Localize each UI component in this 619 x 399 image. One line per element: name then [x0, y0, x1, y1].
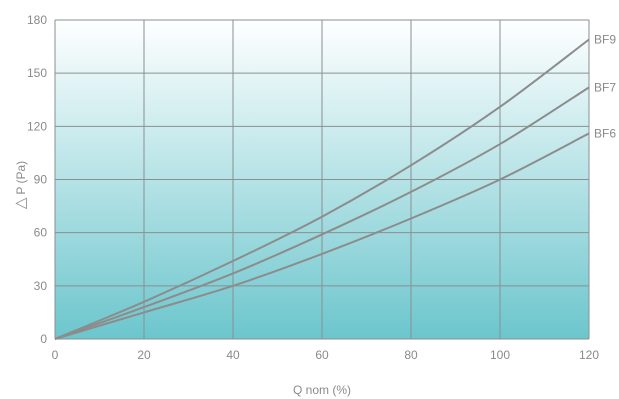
- y-tick-label: 90: [34, 173, 48, 187]
- svg-text:△P (Pa): △ P (Pa): [12, 161, 29, 209]
- series-line-bf7: [54, 86, 590, 340]
- x-tick-label: 0: [52, 348, 59, 362]
- x-tick-label: 20: [137, 348, 151, 362]
- y-tick-label: 180: [27, 13, 47, 27]
- x-tick-label: 80: [404, 348, 418, 362]
- series-line-bf6: [54, 132, 590, 340]
- y-axis-title-text: P (Pa): [14, 161, 28, 195]
- y-tick-label: 0: [40, 332, 47, 346]
- x-tick-labels: 0 20 40 60 80 100 120: [52, 348, 600, 362]
- y-tick-label: 60: [34, 226, 48, 240]
- y-tick-label: 150: [27, 66, 47, 80]
- series-label-bf9: BF9: [594, 32, 616, 46]
- x-tick-label: 120: [579, 348, 599, 362]
- y-axis-title: △ P (Pa): [12, 161, 29, 209]
- x-axis-title: Q nom (%): [293, 383, 351, 397]
- x-tick-label: 40: [226, 348, 240, 362]
- series-lines: [54, 38, 590, 340]
- series-line-bf9: [54, 38, 590, 340]
- y-tick-labels: 0 30 60 90 120 150 180: [27, 13, 47, 346]
- y-tick-label: 120: [27, 119, 47, 133]
- y-tick-label: 30: [34, 279, 48, 293]
- series-label-bf7: BF7: [594, 80, 616, 94]
- series-label-bf6: BF6: [594, 126, 616, 140]
- x-tick-label: 100: [490, 348, 510, 362]
- x-tick-label: 60: [315, 348, 329, 362]
- y-axis-delta-symbol: △: [12, 197, 29, 209]
- series-labels: BF9 BF7 BF6: [594, 32, 616, 140]
